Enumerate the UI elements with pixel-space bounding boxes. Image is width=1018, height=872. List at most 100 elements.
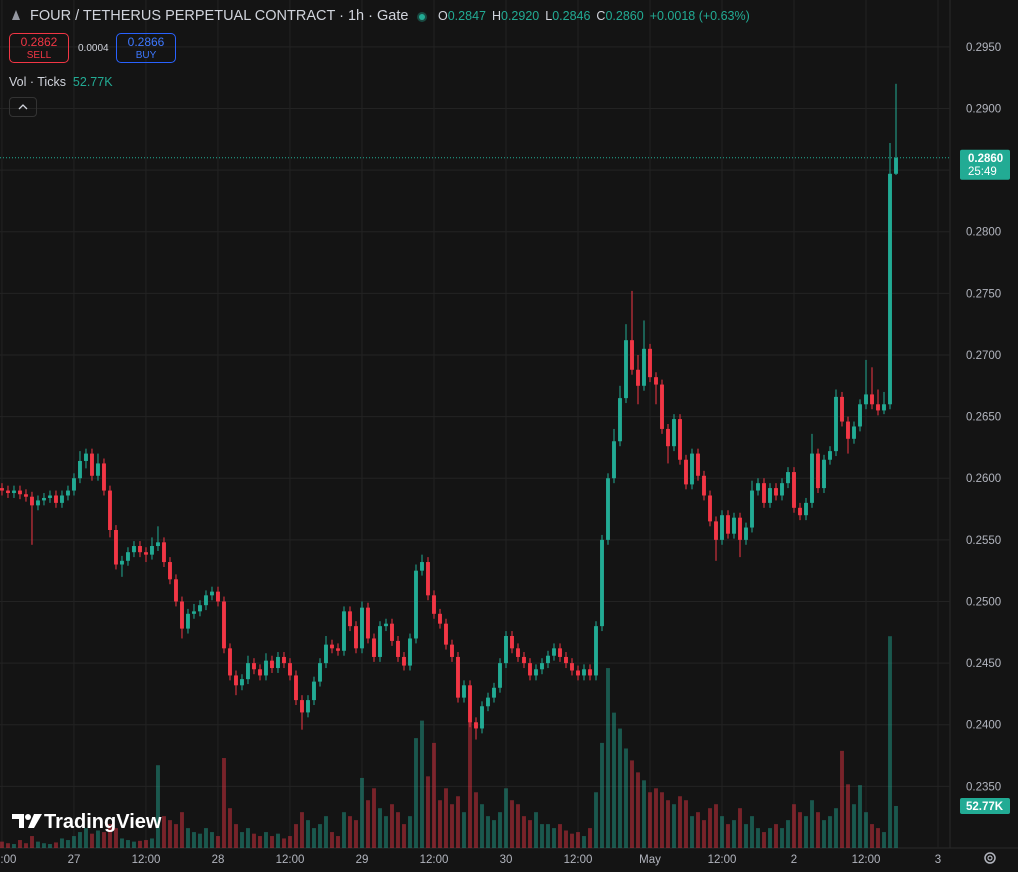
price-tag-bg [960, 149, 1010, 180]
candle-body [24, 494, 28, 497]
candle-body [462, 685, 466, 698]
candle-body [162, 542, 166, 563]
countdown: 25:49 [968, 166, 997, 178]
candle-body [756, 483, 760, 491]
candle-body [594, 626, 598, 676]
candle-body [228, 648, 232, 676]
y-tick-label: 0.2800 [966, 227, 1001, 239]
volume-bar [126, 840, 130, 848]
buy-button[interactable]: 0.2866 BUY [116, 33, 176, 63]
candle-body [96, 463, 100, 476]
candle-body [894, 157, 898, 174]
volume-bar [318, 824, 322, 848]
volume-bar [498, 812, 502, 848]
volume-bar [564, 830, 568, 848]
volume-bar [288, 836, 292, 848]
candle-body [192, 611, 196, 614]
volume-bar [180, 812, 184, 848]
volume-bar [60, 838, 64, 848]
volume-bar [258, 836, 262, 848]
volume-bar [678, 796, 682, 848]
volume-bar [828, 816, 832, 848]
candle-body [144, 552, 148, 555]
ohlc-key: C [596, 9, 606, 23]
volume-bar [156, 765, 160, 848]
volume-bar [450, 804, 454, 848]
y-tick-label: 0.2500 [966, 596, 1001, 608]
candle-body [270, 660, 274, 669]
volume-bar [486, 816, 490, 848]
settings-icon[interactable] [984, 852, 996, 864]
candle-body [126, 552, 130, 561]
symbol-title[interactable]: FOUR / TETHERUS PERPETUAL CONTRACT · 1h … [30, 8, 409, 24]
x-tick-label: 2 [791, 854, 797, 866]
candle-body [678, 419, 682, 460]
candle-body [42, 497, 46, 501]
volume-bar [300, 812, 304, 848]
volume-bar [606, 668, 610, 848]
volume-bar [846, 784, 850, 848]
volume-bar [384, 816, 388, 848]
spread: 0.0004 [78, 43, 109, 54]
volume-bar [354, 820, 358, 848]
volume-bar [648, 792, 652, 848]
candle-body [84, 453, 88, 461]
candle-body [564, 656, 568, 664]
volume-bar [168, 820, 172, 848]
volume-bar [72, 836, 76, 848]
candle-body [432, 595, 436, 614]
volume-bar [618, 728, 622, 848]
volume-bar [510, 800, 514, 848]
candle-body [480, 706, 484, 729]
candle-body [702, 475, 706, 496]
volume-bar [192, 832, 196, 848]
candle-body [696, 453, 700, 476]
ohlc-key: H [491, 9, 501, 23]
volume-bar [504, 788, 508, 848]
ohlc-value: 0.2920 [501, 9, 540, 23]
volume-bar [252, 833, 256, 848]
volume-bar [366, 800, 370, 848]
candle-body [654, 377, 658, 385]
volume-bar [246, 828, 250, 848]
watermark-text: TradingView [44, 811, 162, 833]
volume-bar [372, 788, 376, 848]
candle-body [828, 451, 832, 460]
volume-bar [684, 800, 688, 848]
candle-body [414, 570, 418, 639]
volume-bar [756, 828, 760, 848]
volume-bar [726, 824, 730, 848]
volume-bar [114, 828, 118, 848]
sell-price: 0.2862 [20, 35, 58, 49]
candle-body [600, 539, 604, 627]
volume-bar [408, 816, 412, 848]
y-tick-label: 0.2650 [966, 412, 1001, 424]
candle-body [864, 394, 868, 405]
candle-body [732, 517, 736, 534]
volume-bar [582, 836, 586, 848]
candle-body [102, 463, 106, 491]
volume-bar [240, 832, 244, 848]
volume-bar [858, 785, 862, 848]
candle-body [552, 648, 556, 656]
volume-bar [12, 844, 16, 848]
candle-body [726, 515, 730, 534]
candle-body [474, 722, 478, 729]
candle-body [648, 348, 652, 378]
x-tick-label: 27 [68, 854, 81, 866]
candle-body [540, 663, 544, 670]
volume-bar [774, 824, 778, 848]
candle-body [18, 490, 22, 495]
collapse-button[interactable] [9, 97, 37, 117]
ohlc-key: O [438, 9, 448, 23]
candle-body [420, 562, 424, 571]
candle-body [306, 700, 310, 713]
candle-body [834, 396, 838, 452]
candle-body [132, 546, 136, 553]
sell-button[interactable]: 0.2862 SELL [9, 33, 69, 63]
candle-body [12, 490, 16, 494]
volume-bar [822, 820, 826, 848]
volume-bar [426, 776, 430, 848]
volume-bar [792, 804, 796, 848]
x-tick-label: 12:00 [420, 854, 449, 866]
